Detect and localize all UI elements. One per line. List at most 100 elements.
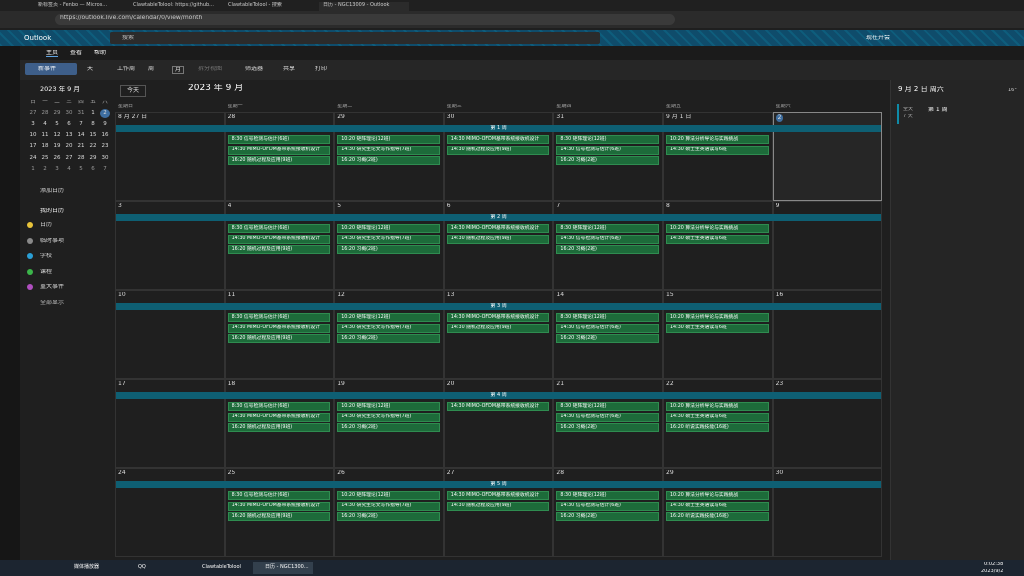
mini-day[interactable]: 28 (41, 109, 49, 116)
event[interactable]: 14:30 信号检测与估计(6班) (556, 145, 659, 155)
event[interactable]: 10:20 算法分析导论与实践挑战 (666, 491, 769, 500)
mini-day[interactable]: 2 (43, 166, 47, 172)
event[interactable]: 8:30 信号检测与估计(6班) (227, 402, 331, 411)
event[interactable]: 16:20 随机过程及应用(9班) (227, 156, 331, 165)
ribbon-filter[interactable]: 筛选器 (245, 66, 264, 72)
mini-day[interactable]: 25 (41, 154, 49, 161)
day-date[interactable]: 5 (337, 203, 342, 209)
mini-day[interactable]: 3 (55, 166, 59, 172)
event[interactable]: 14:30 研究生论文写作指导(7班) (337, 323, 440, 333)
event[interactable]: 16:20 习概(2班) (337, 334, 440, 343)
week-banner[interactable]: 第 5 周 (116, 481, 882, 488)
day-date[interactable]: 12 (337, 292, 345, 298)
event[interactable]: 14:30 随机过程及应用(9班) (446, 323, 550, 333)
day-date[interactable]: 15 (666, 292, 674, 298)
day-date[interactable]: 30 (446, 114, 455, 120)
mini-day[interactable]: 7 (103, 166, 107, 172)
mini-day[interactable]: 4 (67, 166, 71, 172)
week-banner[interactable]: 第 2 周 (116, 214, 882, 221)
view-button[interactable]: 工作周 (117, 66, 136, 72)
event[interactable]: 14:30 研究生论文写作指导(7班) (337, 501, 440, 511)
event[interactable]: 10:20 算法分析导论与实践挑战 (666, 313, 769, 322)
mini-day[interactable]: 5 (55, 120, 59, 127)
event[interactable]: 8:30 矩阵理论(12班) (556, 491, 659, 500)
mini-day[interactable]: 20 (65, 143, 73, 150)
mini-day[interactable]: 13 (65, 132, 73, 139)
event[interactable]: 10:20 算法分析导论与实践挑战 (666, 402, 769, 411)
mini-day[interactable]: 30 (101, 154, 109, 161)
day-date[interactable]: 29 (337, 114, 345, 120)
mini-day[interactable]: 2 (100, 109, 110, 118)
event[interactable]: 14:30 信号检测与估计(6班) (556, 323, 659, 333)
event[interactable]: 14:30 随机过程及应用(9班) (446, 501, 550, 511)
taskbar-app[interactable]: 日历 - NGC1300... (253, 562, 313, 574)
view-button[interactable]: 天 (87, 66, 94, 72)
ribbon-split[interactable]: 拆分视图 (198, 66, 223, 72)
day-date[interactable]: 28 (227, 114, 236, 120)
day-date[interactable]: 3 (118, 203, 122, 209)
event[interactable]: 16:20 随机过程及应用(9班) (227, 512, 331, 521)
event[interactable]: 10:20 算法分析导论与实践挑战 (666, 224, 769, 233)
mini-day[interactable]: 14 (77, 132, 85, 139)
day-date[interactable]: 22 (666, 381, 674, 387)
view-button[interactable]: 周 (148, 66, 155, 72)
day-date[interactable]: 29 (666, 470, 674, 476)
mini-day[interactable]: 11 (41, 132, 49, 139)
day-date[interactable]: 25 (227, 470, 236, 476)
mini-day[interactable]: 3 (31, 120, 35, 127)
event[interactable]: 16:20 习概(2班) (337, 156, 440, 165)
browser-tab[interactable]: ClawtableToIool: https://github... (133, 2, 214, 8)
event[interactable]: 16:20 习概(2班) (556, 423, 659, 432)
day-date[interactable]: 31 (556, 114, 565, 120)
event[interactable]: 8:30 矩阵理论(12班) (556, 313, 659, 322)
new-event-button[interactable] (25, 63, 77, 75)
event[interactable]: 8:30 信号检测与估计(6班) (227, 135, 331, 144)
day-date[interactable]: 2 (775, 114, 784, 122)
day-date[interactable]: 21 (556, 381, 565, 387)
day-date[interactable]: 30 (775, 470, 784, 476)
day-date[interactable]: 20 (446, 381, 455, 387)
calendar-item[interactable]: 学校 (40, 253, 53, 259)
event[interactable]: 14:30 随机过程及应用(9班) (446, 145, 550, 155)
event[interactable]: 14:30 研究生论文写作指导(7班) (337, 145, 440, 155)
day-date[interactable]: 19 (337, 381, 345, 387)
event[interactable]: 16:20 听说实践技能(16班) (666, 423, 769, 432)
event[interactable]: 8:30 矩阵理论(12班) (556, 402, 659, 411)
browser-tab[interactable]: 新标签页 - Fenbo — Micros... (38, 2, 108, 8)
mini-day[interactable]: 29 (53, 109, 61, 116)
calendar-item[interactable]: 重大事件 (40, 284, 65, 290)
event[interactable]: 14:30 随机过程及应用(9班) (446, 234, 550, 244)
mini-day[interactable]: 17 (29, 143, 37, 150)
day-date[interactable]: 13 (446, 292, 455, 298)
event[interactable]: 10:20 矩阵理论(12班) (337, 491, 440, 500)
today-button[interactable]: 今天 (120, 85, 147, 97)
mini-day[interactable]: 26 (53, 154, 61, 161)
mini-day[interactable]: 19 (53, 143, 61, 150)
mini-day[interactable]: 1 (31, 166, 35, 172)
mini-day[interactable]: 6 (67, 120, 71, 127)
event[interactable]: 14:30 MIMO-OFDM基带系统接收机设计 (446, 313, 550, 322)
event[interactable]: 16:20 习概(2班) (337, 423, 440, 432)
event[interactable]: 14:30 研究生论文写作指导(7班) (337, 234, 440, 244)
calendar-item[interactable]: 临时事项 (40, 237, 65, 244)
ribbon-tab[interactable]: 主页 (46, 50, 59, 57)
mini-day[interactable]: 6 (91, 166, 95, 172)
event[interactable]: 16:20 随机过程及应用(9班) (227, 334, 331, 343)
day-date[interactable]: 18 (227, 381, 236, 387)
taskbar-app[interactable]: 媒体播放器 (74, 564, 100, 570)
mini-day[interactable]: 24 (29, 154, 37, 161)
day-date[interactable]: 26 (337, 470, 345, 476)
view-button[interactable]: 月 (172, 66, 185, 74)
day-date[interactable]: 8 (666, 203, 670, 209)
calendar-item[interactable]: 课程 (40, 268, 53, 275)
mini-day[interactable]: 1 (91, 109, 95, 116)
mini-day[interactable]: 21 (77, 143, 85, 150)
mini-day[interactable]: 7 (79, 120, 83, 127)
add-calendar[interactable]: 添加日历 (40, 188, 65, 194)
day-date[interactable]: 9 (775, 203, 780, 209)
mini-day[interactable]: 27 (29, 109, 37, 116)
event[interactable]: 14:30 MIMO-OFDM基带系统接收机设计 (446, 224, 550, 233)
day-date[interactable]: 17 (118, 381, 126, 387)
week-banner[interactable]: 第 3 周 (116, 303, 882, 310)
event[interactable]: 14:30 MIMO-OFDM基带系统接收机设计 (446, 491, 550, 500)
